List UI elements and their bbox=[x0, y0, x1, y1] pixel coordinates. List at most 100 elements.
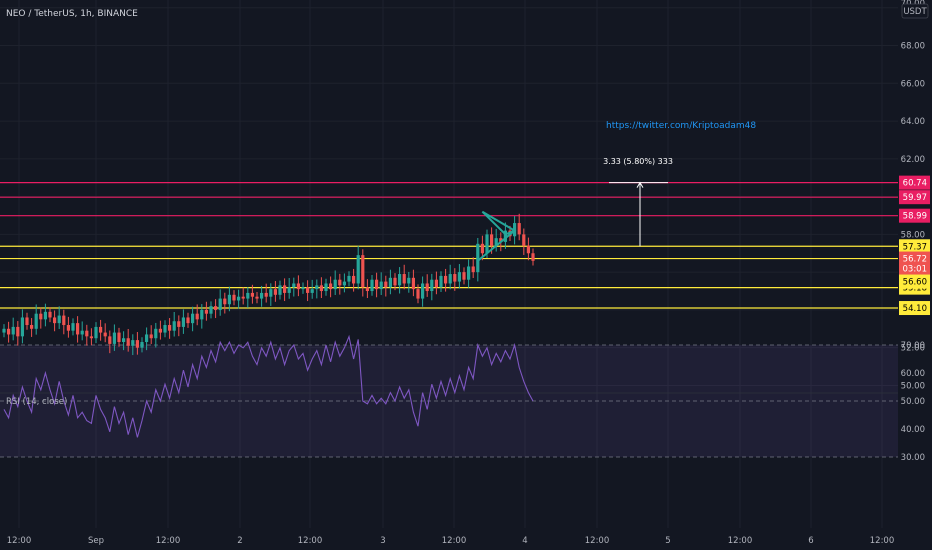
candle-body bbox=[388, 277, 392, 288]
candle-body bbox=[269, 289, 273, 297]
price-tick-label: 62.00 bbox=[901, 155, 925, 165]
candle-body bbox=[494, 238, 498, 246]
candle-body bbox=[324, 283, 328, 292]
below-price-badge-bg bbox=[899, 274, 930, 289]
candle-body bbox=[89, 336, 93, 339]
level-badge-54.10-bg bbox=[899, 301, 930, 316]
candle-body bbox=[485, 234, 489, 254]
candle-body bbox=[80, 330, 84, 335]
candle-body bbox=[112, 332, 116, 344]
candle-body bbox=[204, 309, 208, 314]
candle-body bbox=[140, 342, 144, 348]
candle-body bbox=[149, 334, 153, 339]
twitter-link[interactable]: https://twitter.com/Kriptoadam48 bbox=[606, 121, 756, 131]
candle-body bbox=[439, 275, 443, 288]
candle-body bbox=[522, 234, 526, 246]
candle-body bbox=[329, 283, 333, 290]
candle-body bbox=[232, 294, 236, 301]
time-tick-label: 6 bbox=[808, 536, 813, 546]
candle-body bbox=[398, 274, 402, 286]
candle-body bbox=[342, 281, 346, 286]
candle-body bbox=[476, 243, 480, 273]
candle-body bbox=[264, 292, 268, 297]
candle-body bbox=[526, 245, 530, 254]
candle-body bbox=[365, 287, 369, 292]
horizontal-levels bbox=[0, 182, 898, 309]
candle-body bbox=[135, 340, 139, 348]
measure-tool bbox=[609, 181, 668, 247]
candle-body bbox=[411, 277, 415, 290]
candle-body bbox=[99, 326, 103, 333]
time-tick-label: 3 bbox=[380, 536, 385, 546]
symbol-title: NEO / TetherUS, 1h, BINANCE bbox=[6, 9, 138, 19]
candle-body bbox=[48, 311, 52, 318]
candle-body bbox=[352, 275, 356, 284]
candle-body bbox=[186, 317, 190, 324]
candle-body bbox=[393, 277, 397, 286]
rsi-tick-label: 70.00 bbox=[901, 341, 925, 351]
candle-body bbox=[200, 309, 204, 320]
candle-body bbox=[209, 306, 213, 314]
time-tick-label: 12:00 bbox=[298, 536, 323, 546]
candle-body bbox=[361, 255, 365, 288]
level-badge-59.97: 59.97 bbox=[903, 193, 927, 203]
price-tick-label: 52.00 bbox=[901, 344, 925, 354]
candle-body bbox=[444, 275, 448, 284]
candle-body bbox=[283, 285, 287, 293]
candle-body bbox=[246, 292, 250, 299]
candle-body bbox=[499, 238, 503, 242]
candle-body bbox=[43, 311, 47, 320]
candle-body bbox=[218, 298, 222, 310]
candle-body bbox=[457, 272, 461, 282]
rsi-indicator-label: RSI (14, close) bbox=[6, 397, 67, 407]
candle-body bbox=[25, 317, 29, 326]
level-badge-57.37: 57.37 bbox=[903, 242, 927, 252]
candle-body bbox=[384, 281, 388, 288]
candle-body bbox=[273, 289, 277, 295]
candle-body bbox=[421, 283, 425, 299]
candle-body bbox=[145, 334, 149, 343]
level-badge-60.74: 60.74 bbox=[903, 179, 927, 189]
candle-body bbox=[122, 338, 126, 343]
candle-body bbox=[310, 289, 314, 293]
candle-body bbox=[227, 294, 231, 305]
candle-body bbox=[379, 281, 383, 290]
time-tick-label: 5 bbox=[665, 536, 670, 546]
candle-body bbox=[154, 328, 158, 339]
candle-body bbox=[237, 296, 241, 301]
measure-label: 3.33 (5.80%) 333 bbox=[603, 157, 673, 166]
candle-body bbox=[416, 289, 420, 299]
candle-body bbox=[85, 330, 89, 337]
candle-body bbox=[430, 279, 434, 292]
currency-badge[interactable] bbox=[901, 3, 929, 19]
time-tick-label: 12:00 bbox=[156, 536, 181, 546]
candle-body bbox=[347, 275, 351, 282]
candle-body bbox=[315, 285, 319, 290]
candle-body bbox=[103, 332, 107, 337]
candle-body bbox=[20, 317, 24, 337]
candle-body bbox=[126, 338, 130, 346]
candle-body bbox=[158, 328, 162, 333]
candle-body bbox=[177, 321, 181, 327]
price-badges: 60.74 59.97 58.99 57.37 55.18 54.10 56.7203:01… bbox=[899, 175, 930, 316]
candle-body bbox=[30, 325, 34, 329]
price-tick-label: 64.00 bbox=[901, 117, 925, 127]
candle-body bbox=[214, 306, 218, 310]
candle-body bbox=[11, 326, 15, 335]
below-price-badge: 56.60 bbox=[903, 278, 927, 288]
candle-body bbox=[76, 323, 80, 335]
candle-body bbox=[66, 325, 70, 331]
candle-body bbox=[94, 326, 98, 339]
candle-body bbox=[195, 313, 199, 320]
price-tick-label: 68.00 bbox=[901, 42, 925, 52]
rsi-tick-label: 30.00 bbox=[901, 453, 925, 463]
time-tick-label: 2 bbox=[237, 536, 242, 546]
candle-body bbox=[181, 317, 185, 327]
candle-body bbox=[57, 315, 61, 324]
time-tick-label: 12:00 bbox=[442, 536, 467, 546]
time-tick-label: Sep bbox=[88, 536, 104, 546]
candle-body bbox=[306, 287, 310, 293]
current-price-badge-bg bbox=[899, 251, 930, 276]
